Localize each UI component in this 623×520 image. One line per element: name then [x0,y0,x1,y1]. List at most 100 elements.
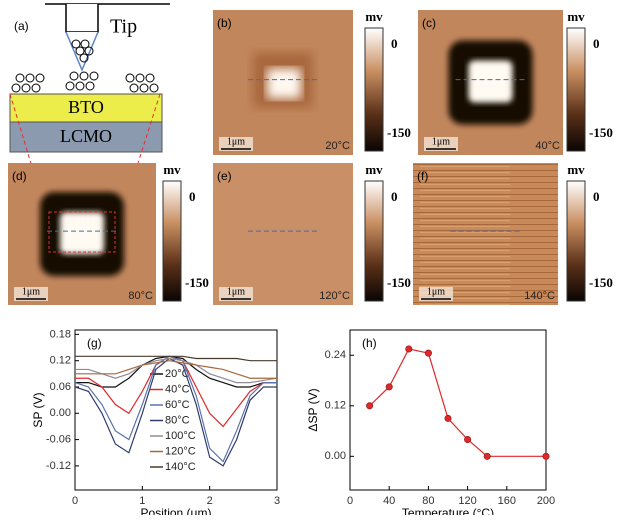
colorbar-label: 0 [593,189,600,204]
tip-holder [65,4,99,33]
scale-label: 1μm [22,286,40,297]
y-tick-label: 0.18 [50,328,71,340]
colorbar-unit: mv [163,162,181,177]
data-point [483,452,491,460]
y-tick-label: 0.12 [50,355,71,367]
colorbar-unit: mv [365,162,383,177]
zoom-line [9,93,49,221]
x-tick-label: 1 [139,495,145,507]
y-axis-label: ΔSP (V) [306,388,320,431]
scale-label: 1μm [427,286,445,297]
x-axis-label: Position (μm) [141,506,212,515]
scale-bg [419,287,453,301]
x-tick-label: 200 [537,495,555,507]
legend-label: 80°C [165,414,190,426]
zoom-line [119,93,161,221]
data-point [366,402,374,410]
domain [267,68,301,99]
colorbar [364,27,384,152]
temperature-label: 80°C [128,290,153,302]
tip [65,31,99,72]
x-tick-label: 120 [458,495,476,507]
colorbar-label: 0 [391,36,398,51]
layer-label: BTO [68,97,104,117]
temperature-label: 120°C [319,290,350,302]
colorbar-label: -150 [589,275,613,290]
panel-label: (h) [362,336,377,350]
x-tick-label: 0 [347,495,353,507]
series-line [75,357,278,384]
afm-panel: (c) 1μm 40°C mv 0 -150 [418,9,613,155]
scale-bg [14,287,48,301]
schematic: (a) Tip BTO LCMO [9,3,170,221]
panel-label: (a) [14,19,29,33]
x-tick-label: 3 [274,495,280,507]
temperature-label: 140°C [524,290,555,302]
afm-panel: (d) 1μm 80°C mv 0 -150 [8,162,209,305]
colorbar-label: -150 [387,275,411,290]
panel-label: (b) [217,16,232,30]
legend-label: 120°C [165,445,196,457]
y-tick-label: -0.06 [46,433,71,445]
legend-label: 60°C [165,399,190,411]
colorbar-label: -150 [185,275,209,290]
data-point [464,435,472,443]
colorbar-unit: mv [567,9,585,24]
data-point [444,414,452,422]
y-tick-label: 0.00 [50,407,71,419]
y-tick-label: -0.12 [46,460,71,472]
colorbar-label: 0 [189,189,196,204]
tip-label: Tip [110,16,137,38]
x-axis-label: Temperature (°C) [402,506,494,515]
x-tick-label: 40 [383,495,395,507]
scale-label: 1μm [432,136,450,147]
y-axis-label: SP (V) [31,392,45,427]
data-point [542,452,550,460]
chart: (g) 0 1 2 3 0.18 0.12 0.06 0.00 -0.06 -0.12 Positio… [31,328,280,520]
afm-image [413,163,558,305]
legend-label: 140°C [165,461,196,473]
panel-label: (c) [422,16,436,30]
zoom-box [48,211,116,253]
plot-frame [74,329,278,491]
panel-label: (g) [87,336,102,350]
series-line [369,348,546,457]
colorbar-unit: mv [567,162,585,177]
colorbar-label: 0 [391,189,398,204]
bto-layer [9,93,163,123]
colorbar-label: -150 [589,125,613,140]
series-line [75,355,277,362]
legend-label: 100°C [165,430,196,442]
legend-label: 20°C [165,368,190,380]
domain [60,212,104,254]
series-line [74,355,277,463]
data-point [405,345,413,353]
scale-bg [219,137,253,151]
x-tick-label: 0 [72,495,78,507]
temperature-label: 40°C [535,140,560,152]
chart: (h) 0 40 80 120 160 200 0.00 0.12 0.24 Temperature… [306,329,555,520]
scale-label: 1μm [227,136,245,147]
y-tick-label: 0.24 [325,349,346,361]
colorbar-label: -150 [387,125,411,140]
temperature-label: 20°C [325,140,350,152]
afm-image [213,163,353,305]
plot-frame [349,329,547,491]
y-tick-label: 0.06 [50,381,71,393]
y-tick-label: 0.00 [325,450,346,462]
panel-label: (e) [217,169,232,183]
scale-bg [219,287,253,301]
colorbar [566,180,586,302]
scale-bg [424,137,458,151]
data-point [385,383,393,391]
colorbar [364,180,384,302]
x-tick-label: 2 [207,495,213,507]
lcmo-layer [9,121,163,153]
colorbar-unit: mv [365,9,383,24]
data-point [424,349,432,357]
scale-label: 1μm [227,286,245,297]
afm-panel: (b) 1μm 20°C mv 0 -150 [213,9,411,155]
series-line [75,360,277,379]
